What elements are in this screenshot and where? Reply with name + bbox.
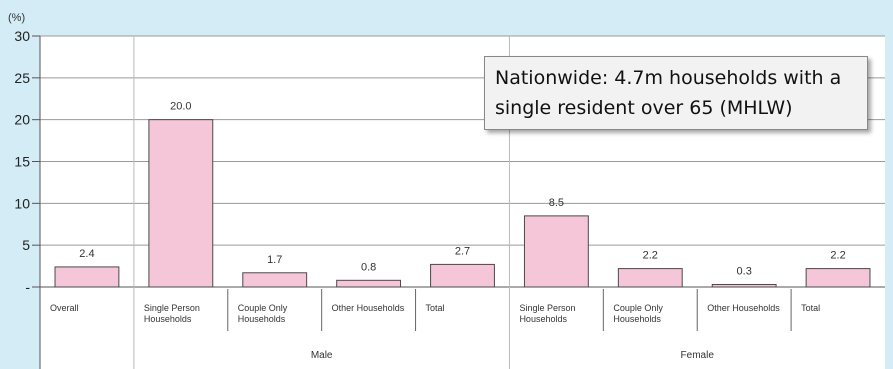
y-tick-label: 15 [14,154,30,170]
category-label: Other Households [332,303,405,313]
bar [711,283,777,288]
category-label: Single Person Households [519,303,575,324]
bar [430,263,495,288]
y-tick-label: 10 [14,195,30,211]
data-label: 0.3 [737,265,752,277]
category-axis: Overall Single Person Households Couple Onl… [50,36,820,369]
category-label: Overall [50,303,79,313]
category-label: Total [426,303,445,313]
bar [617,268,683,288]
data-label: 1.7 [267,254,282,266]
data-labels: 2.4 20.0 1.7 0.8 2.7 8.5 2.2 0.3 2.2 [79,101,845,278]
data-label: 2.2 [830,250,845,262]
category-label: Couple Only Households [613,303,663,324]
bar [336,279,402,288]
category-label: Total [801,303,820,313]
group-label: Male [311,350,333,361]
y-tick-label: 25 [14,70,30,86]
data-label: 0.8 [361,261,376,273]
data-label: 2.4 [79,248,94,260]
bars [54,119,871,288]
y-tick-label: 30 [14,28,30,44]
bar [242,272,308,288]
y-tick-label: - [25,279,30,295]
data-label: 2.2 [643,250,658,262]
category-label: Single Person Households [144,303,200,324]
data-label: 8.5 [549,197,564,209]
bar [148,119,214,288]
y-tick-label: 20 [14,112,30,128]
y-tick-label: 5 [22,237,30,253]
annotation-callout: Nationwide: 4.7m households with a singl… [484,56,868,130]
data-label: 2.7 [455,245,470,257]
bar [523,215,589,288]
category-label: Couple Only Households [238,303,288,324]
y-unit-label: (%) [8,12,25,24]
group-label: Female [681,350,715,361]
bar [54,266,120,288]
category-label: Other Households [707,303,780,313]
data-label: 20.0 [170,101,191,113]
bar [805,268,871,288]
